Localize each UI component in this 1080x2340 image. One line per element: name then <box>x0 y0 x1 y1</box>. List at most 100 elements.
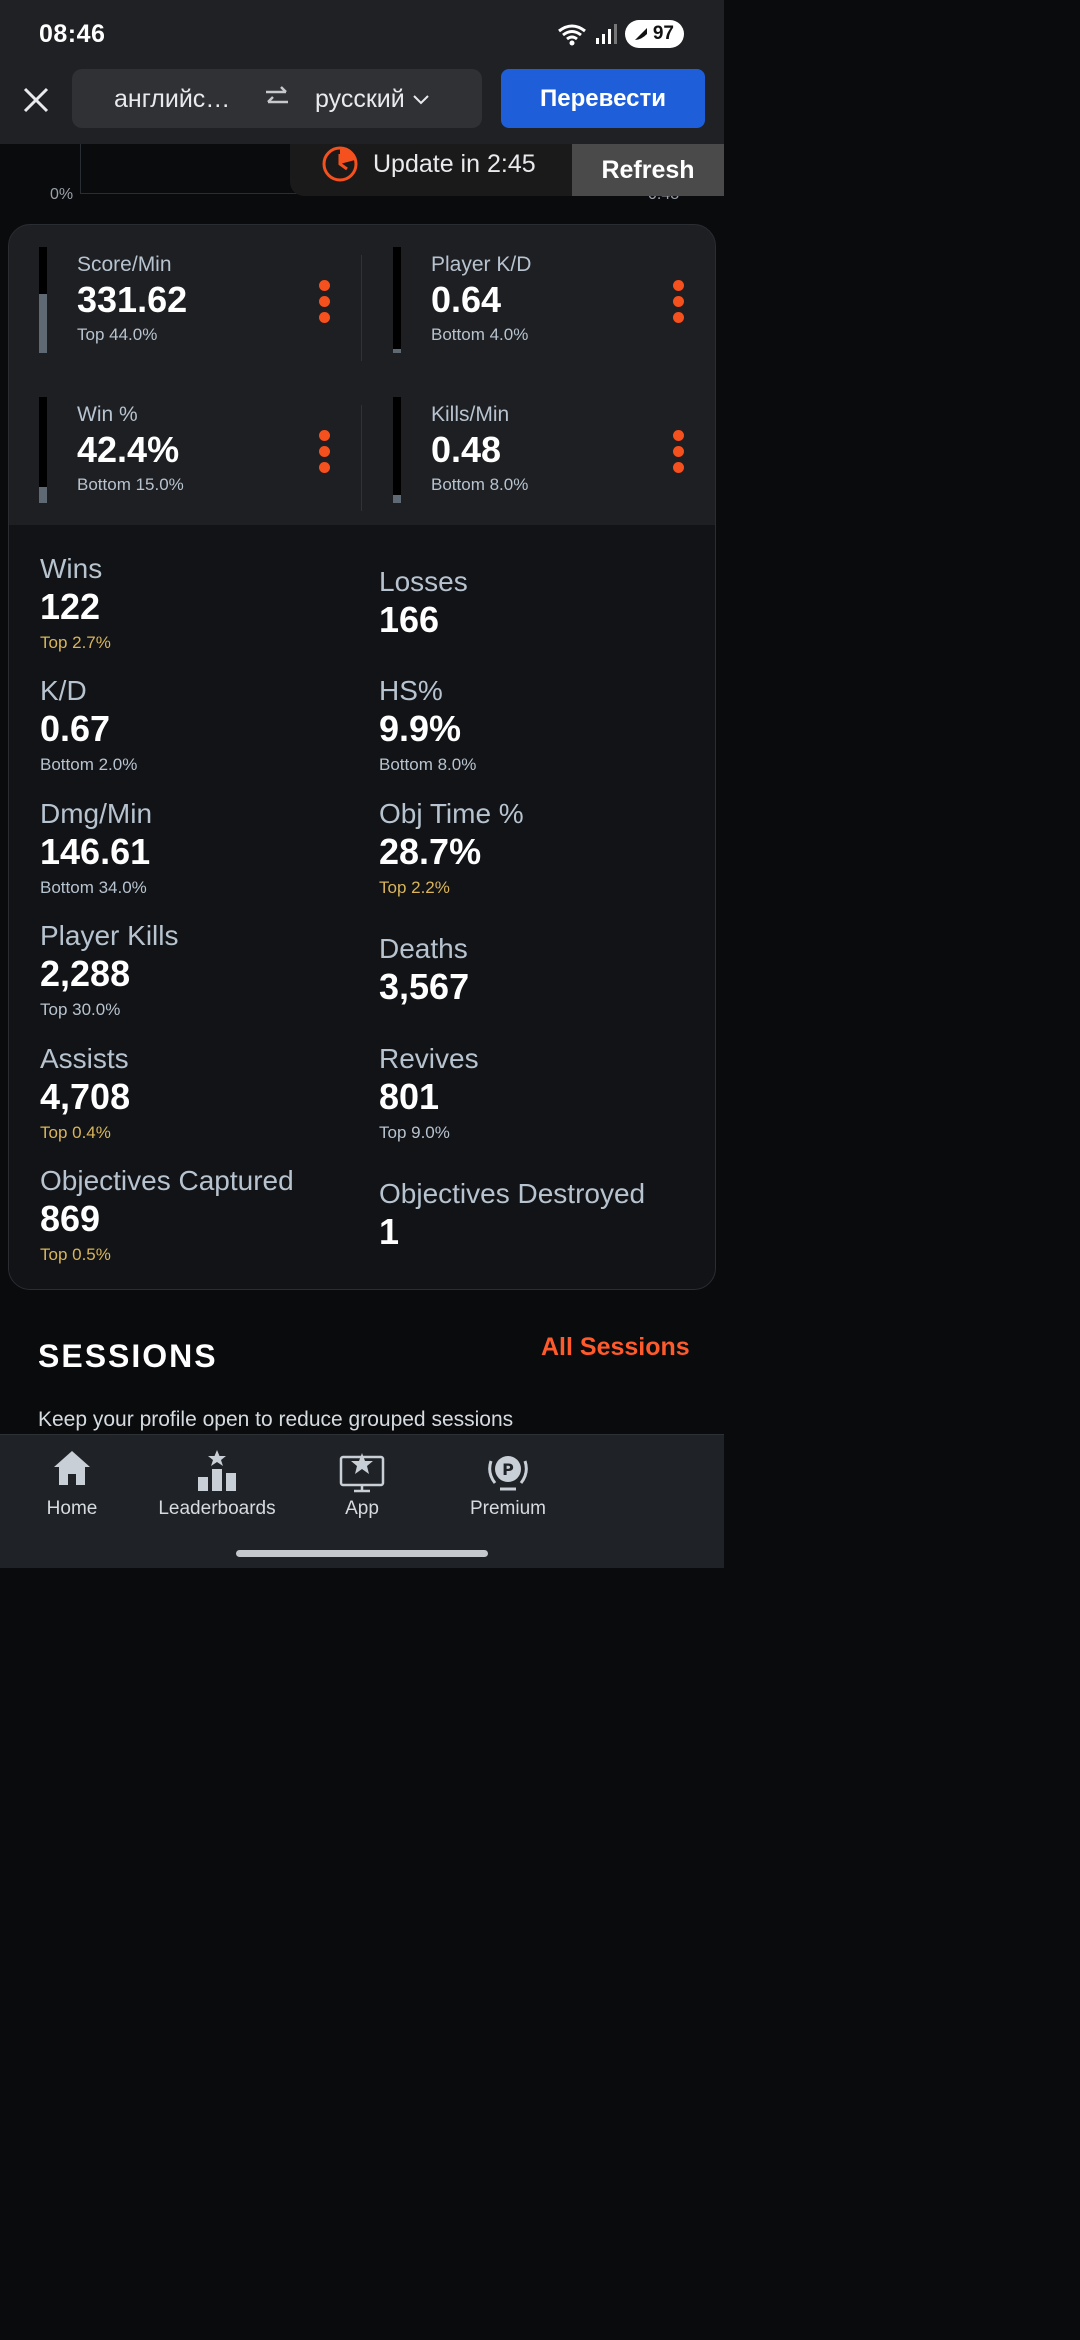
premium-icon: P <box>488 1456 528 1491</box>
target-language[interactable]: русский <box>315 85 429 114</box>
stat-rank: Top 9.0% <box>379 1123 450 1142</box>
percentile-bar-fill <box>39 293 47 353</box>
stat-tile-win-pct: Win % 42.4% Bottom 15.0% <box>9 375 331 503</box>
translate-button[interactable]: Перевести <box>501 69 705 128</box>
stat-value: 2,288 <box>40 953 131 994</box>
stat-label: K/D <box>40 675 87 706</box>
stats-grid-panel <box>9 525 715 1289</box>
stat-value: 122 <box>40 586 101 627</box>
stats-card: Score/Min 331.62 Top 44.0% Player K/D 0.… <box>8 224 716 1290</box>
stat-value: 9.9% <box>379 708 462 749</box>
stat-label: Objectives Destroyed <box>379 1178 646 1209</box>
nav-label: Premium <box>469 1498 546 1519</box>
stat-objectives-destroyed: Objectives Destroyed 1 <box>379 1178 699 1252</box>
stat-losses: Losses 166 <box>379 566 699 640</box>
stat-rank: Top 2.7% <box>40 633 111 652</box>
stat-player-kills: Player Kills 2,288 Top 30.0% <box>40 920 360 1020</box>
tile-rank: Top 44.0% <box>77 325 158 344</box>
percentile-bar-fill <box>393 494 401 503</box>
tile-divider <box>361 255 362 361</box>
nav-app[interactable]: App <box>292 1435 432 1545</box>
stat-obj-time: Obj Time % 28.7% Top 2.2% <box>379 798 699 898</box>
stat-rank: Top 30.0% <box>40 1000 121 1019</box>
language-selector[interactable]: английс… русский <box>72 69 482 128</box>
stat-rank: Top 2.2% <box>379 878 450 897</box>
nav-leaderboards[interactable]: Leaderboards <box>147 1435 287 1545</box>
refresh-button[interactable]: Refresh <box>572 144 724 196</box>
battery-level: 97 <box>652 23 674 44</box>
nav-label: Home <box>46 1498 98 1519</box>
stat-dmg-min: Dmg/Min 146.61 Bottom 34.0% <box>40 798 360 898</box>
stat-value: 28.7% <box>379 831 482 872</box>
wifi-icon <box>557 24 586 46</box>
tile-value: 0.64 <box>431 279 502 320</box>
stat-label: Losses <box>379 566 468 597</box>
more-options-icon[interactable] <box>319 430 331 476</box>
stat-label: Deaths <box>379 933 468 964</box>
stat-value: 4,708 <box>40 1076 131 1117</box>
more-options-icon[interactable] <box>673 280 685 326</box>
stat-label: Revives <box>379 1043 479 1074</box>
battery-indicator: 97 <box>624 20 684 48</box>
leaderboards-icon <box>198 1450 236 1491</box>
tile-label: Kills/Min <box>431 403 510 426</box>
signal-icon <box>595 24 617 44</box>
stat-deaths: Deaths 3,567 <box>379 933 699 1007</box>
stat-assists: Assists 4,708 Top 0.4% <box>40 1043 360 1143</box>
stat-rank: Top 0.5% <box>40 1245 111 1264</box>
stat-kd: K/D 0.67 Bottom 2.0% <box>40 675 360 775</box>
swap-languages-icon[interactable] <box>264 85 290 109</box>
stat-label: HS% <box>379 675 443 706</box>
stat-label: Dmg/Min <box>40 798 153 829</box>
stat-objectives-captured: Objectives Captured 869 Top 0.5% <box>40 1165 360 1265</box>
tile-value: 42.4% <box>77 429 180 470</box>
stat-label: Player Kills <box>40 920 179 951</box>
target-language-label: русский <box>315 85 405 113</box>
close-icon[interactable] <box>22 86 50 114</box>
timer-icon <box>322 146 358 182</box>
more-options-icon[interactable] <box>319 280 331 326</box>
all-sessions-link[interactable]: All Sessions <box>541 1333 690 1361</box>
tile-rank: Bottom 8.0% <box>431 475 529 494</box>
percentile-bar <box>393 247 401 353</box>
stat-revives: Revives 801 Top 9.0% <box>379 1043 699 1143</box>
nav-label: Leaderboards <box>158 1498 276 1519</box>
svg-text:P: P <box>502 1460 514 1479</box>
tile-label: Player K/D <box>431 253 532 276</box>
tile-value: 0.48 <box>431 429 502 470</box>
percentile-bar-fill <box>393 348 401 353</box>
percentile-bar <box>393 397 401 503</box>
stat-tile-kills-min: Kills/Min 0.48 Bottom 8.0% <box>363 375 685 503</box>
tile-rank: Bottom 4.0% <box>431 325 529 344</box>
nav-premium[interactable]: P Premium <box>438 1435 578 1545</box>
stat-tile-score-min: Score/Min 331.62 Top 44.0% <box>9 225 331 353</box>
more-options-icon[interactable] <box>673 430 685 476</box>
nav-home[interactable]: Home <box>2 1435 142 1545</box>
stat-label: Wins <box>40 553 103 584</box>
stat-rank: Top 0.4% <box>40 1123 111 1142</box>
battery-saver-icon <box>634 28 647 40</box>
stat-value: 801 <box>379 1076 440 1117</box>
stat-tile-player-kd: Player K/D 0.64 Bottom 4.0% <box>363 225 685 353</box>
source-language[interactable]: английс… <box>114 85 231 113</box>
sessions-title: SESSIONS <box>38 1338 218 1374</box>
translate-bar: английс… русский Перевести <box>0 64 724 144</box>
stat-value: 3,567 <box>379 966 470 1007</box>
tile-label: Score/Min <box>77 253 172 276</box>
percentile-bar-fill <box>39 487 47 503</box>
sessions-hint: Keep your profile open to reduce grouped… <box>38 1408 514 1431</box>
stat-value: 1 <box>379 1211 400 1252</box>
stat-value: 0.67 <box>40 708 111 749</box>
status-icons: 97 <box>557 20 684 48</box>
chevron-down-icon <box>413 94 429 104</box>
stat-hs-pct: HS% 9.9% Bottom 8.0% <box>379 675 699 775</box>
update-countdown: Update in 2:45 <box>373 150 536 178</box>
nav-label: App <box>345 1498 379 1519</box>
stat-value: 146.61 <box>40 831 151 872</box>
stat-value: 869 <box>40 1198 101 1239</box>
stat-rank: Bottom 8.0% <box>379 755 477 774</box>
stat-label: Assists <box>40 1043 129 1074</box>
home-indicator[interactable] <box>236 1550 488 1557</box>
chart-tick-left: 0% <box>50 186 74 203</box>
app-icon <box>339 1453 385 1493</box>
